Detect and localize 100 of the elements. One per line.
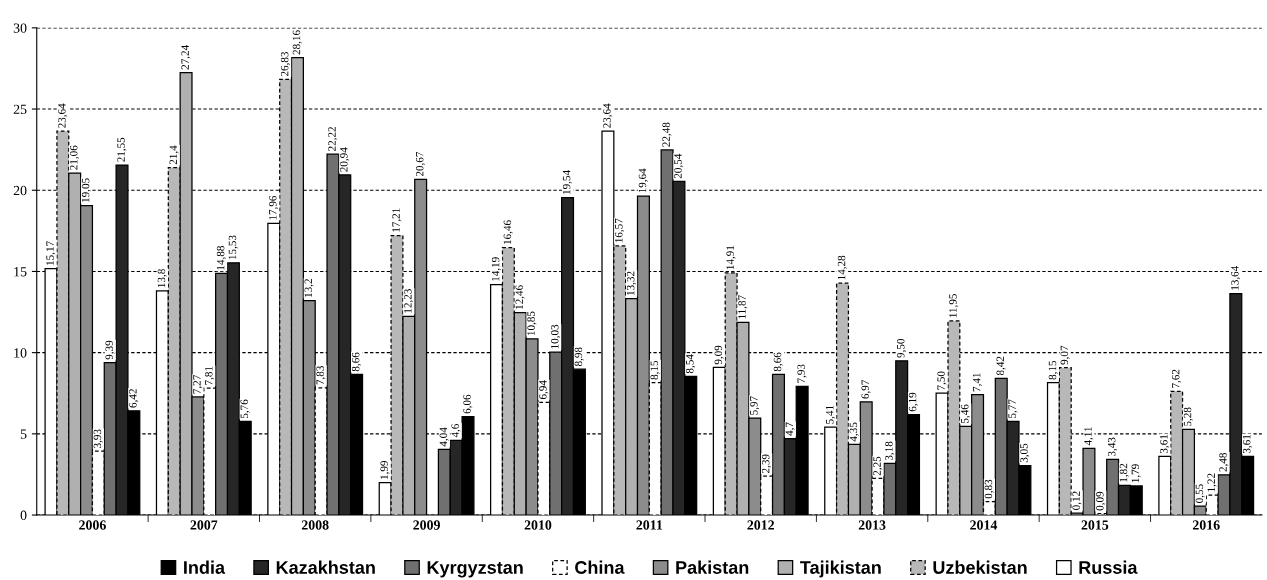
data-label: 21,4 <box>169 145 179 165</box>
data-label: 17,96 <box>269 195 279 220</box>
data-label: 13,2 <box>304 279 314 297</box>
legend-label: China <box>575 560 625 574</box>
data-label: 4,6 <box>451 424 461 438</box>
data-label: 3,18 <box>885 441 895 461</box>
data-label: 14,91 <box>726 245 736 270</box>
data-label: 11,87 <box>738 295 748 319</box>
data-label: 5,97 <box>750 396 760 415</box>
legend-label: Pakistan <box>676 560 749 574</box>
data-label: 13,64 <box>1231 265 1241 290</box>
data-label: 1,99 <box>380 460 390 479</box>
y-tick-label: 30 <box>13 23 27 33</box>
data-label: 7,81 <box>205 366 215 385</box>
data-label: 0,83 <box>984 479 994 499</box>
data-label: 19,54 <box>562 170 572 194</box>
data-label: 11,95 <box>949 294 959 318</box>
data-label: 9,50 <box>896 338 907 358</box>
x-tick-label: 2007 <box>190 520 218 530</box>
data-label: 14,88 <box>216 246 226 270</box>
data-label: 8,42 <box>996 356 1006 376</box>
data-label: 5,76 <box>240 399 250 419</box>
data-label: 16,57 <box>615 218 625 243</box>
x-tick-label: 2006 <box>79 520 106 530</box>
x-tick-label: 2015 <box>1081 520 1109 530</box>
x-tick-label: 2013 <box>858 520 886 530</box>
data-label: 8,15 <box>650 360 660 380</box>
data-label: 2,39 <box>761 454 772 473</box>
x-tick-label: 2014 <box>970 520 998 530</box>
data-label: 1,22 <box>1207 473 1217 492</box>
y-tick-label: 5 <box>20 429 27 439</box>
data-label: 12,23 <box>404 289 414 313</box>
data-label: 7,83 <box>316 366 326 385</box>
data-label: 0,55 <box>1195 484 1205 503</box>
data-label: 20,54 <box>674 153 684 179</box>
data-label: 4,35 <box>849 422 859 442</box>
legend-label: Kazakhstan <box>276 560 375 574</box>
data-label: 17,21 <box>392 208 402 232</box>
data-label: 9,07 <box>1060 345 1070 365</box>
data-label: 21,55 <box>117 137 127 162</box>
data-label: 14,19 <box>491 257 501 281</box>
data-label: 13,32 <box>626 271 636 295</box>
data-label: 7,50 <box>937 371 947 390</box>
data-label: 20,94 <box>340 147 350 172</box>
x-tick-label: 2008 <box>301 520 329 530</box>
data-label: 9,39 <box>105 340 115 360</box>
legend-label: Tajikistan <box>800 560 881 578</box>
x-tick-label: 2016 <box>1192 520 1220 530</box>
data-label: 8,98 <box>574 347 584 366</box>
y-tick-label: 10 <box>14 348 27 358</box>
data-label: 1,79 <box>1131 464 1141 483</box>
x-tick-label: 2011 <box>636 520 663 530</box>
legend-label: Uzbekistan <box>933 560 1027 574</box>
data-label: 7,27 <box>193 375 203 394</box>
data-label: 19,64 <box>638 168 648 193</box>
data-label: 8,66 <box>351 352 361 372</box>
data-label: 3,61 <box>1242 434 1253 454</box>
data-label: 4,04 <box>439 427 449 447</box>
data-label: 8,15 <box>1048 360 1058 380</box>
data-label: 2,48 <box>1219 452 1229 472</box>
data-label: 10,03 <box>550 324 561 349</box>
data-label: 6,19 <box>908 392 918 412</box>
data-label: 22,22 <box>328 127 338 151</box>
data-label: 10,85 <box>527 311 537 336</box>
data-label: 7,62 <box>1171 369 1182 388</box>
data-label: 15,53 <box>228 235 238 260</box>
data-label: 3,93 <box>93 429 103 448</box>
data-label: 4,7 <box>785 422 795 436</box>
data-label: 28,16 <box>292 30 302 55</box>
data-label: 3,05 <box>1020 443 1030 463</box>
legend-label: Russia <box>1079 560 1138 574</box>
data-label: 20,67 <box>415 151 426 177</box>
y-tick-label: 15 <box>14 267 27 277</box>
x-tick-label: 2010 <box>524 520 552 530</box>
data-label: 8,54 <box>686 354 696 374</box>
data-label: 2,25 <box>873 456 883 476</box>
data-label: 12,46 <box>515 285 525 309</box>
data-label: 3,61 <box>1160 434 1170 454</box>
x-tick-label: 2009 <box>413 520 440 530</box>
data-label: 27,24 <box>181 45 191 70</box>
y-tick-label: 0 <box>20 510 27 520</box>
data-label: 5,46 <box>961 404 971 423</box>
y-tick-label: 20 <box>13 185 27 196</box>
data-label: 16,46 <box>503 220 513 244</box>
data-label: 7,41 <box>972 373 982 392</box>
data-label: 6,06 <box>463 394 473 414</box>
data-label: 4,11 <box>1084 427 1094 446</box>
data-label: 0,09 <box>1096 491 1106 511</box>
data-label: 22,48 <box>662 122 672 147</box>
data-label: 15,17 <box>46 241 56 265</box>
legend-label: India <box>184 560 226 574</box>
data-label: 5,28 <box>1183 407 1193 426</box>
data-label: 0,12 <box>1072 491 1082 510</box>
data-label: 5,41 <box>826 405 836 424</box>
data-label: 1,82 <box>1119 463 1129 482</box>
data-label: 6,42 <box>129 389 139 408</box>
data-label: 6,94 <box>539 380 549 400</box>
data-label: 13,8 <box>157 269 167 288</box>
data-label: 23,64 <box>603 103 613 128</box>
data-label: 3,43 <box>1107 437 1117 457</box>
